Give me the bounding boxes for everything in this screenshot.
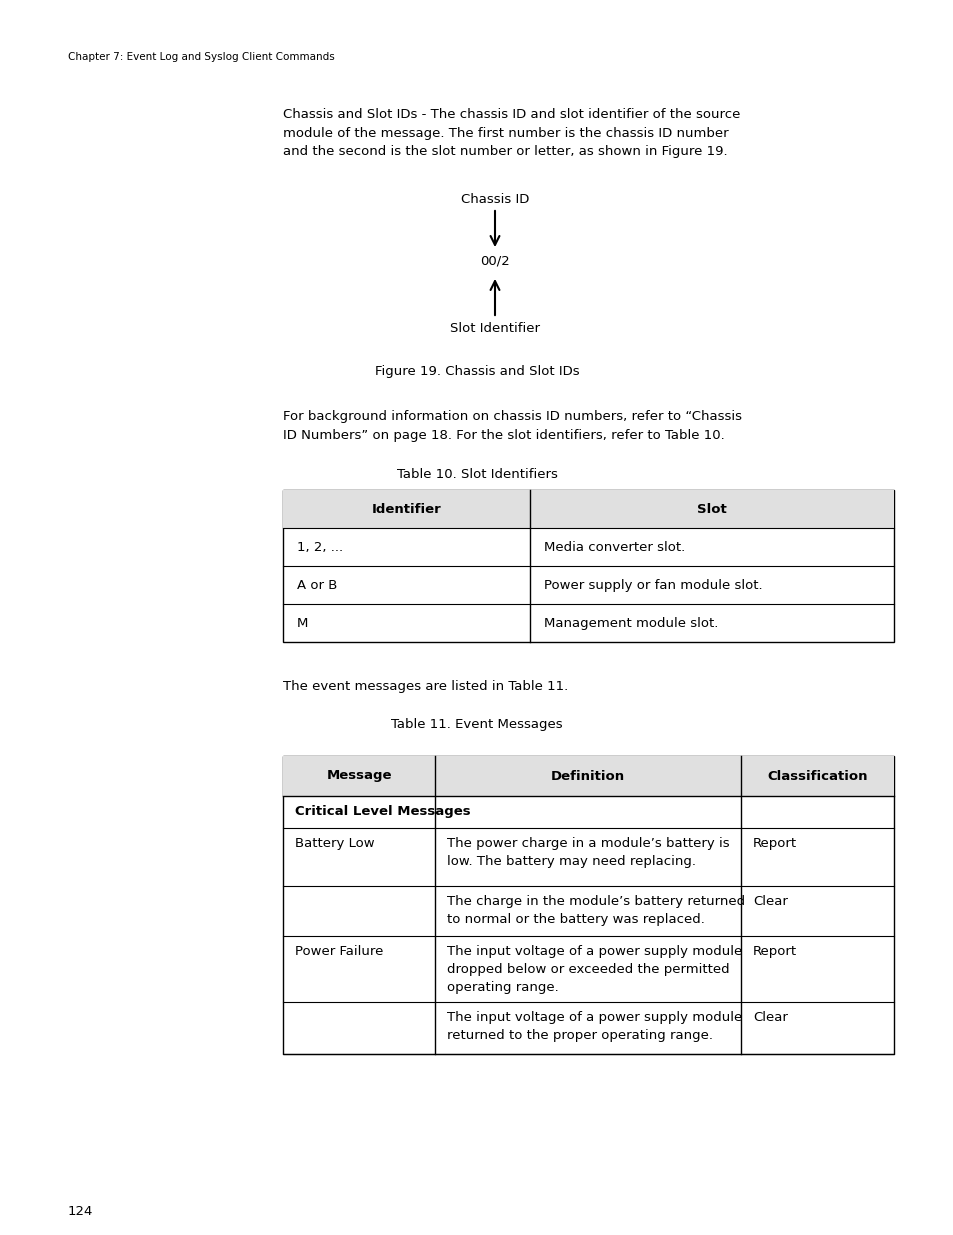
Text: Media converter slot.: Media converter slot. <box>543 541 684 553</box>
Text: Definition: Definition <box>551 769 624 783</box>
Text: Chassis ID: Chassis ID <box>460 193 529 206</box>
Text: Message: Message <box>326 769 392 783</box>
Text: Power supply or fan module slot.: Power supply or fan module slot. <box>543 578 761 592</box>
Text: 1, 2, ...: 1, 2, ... <box>296 541 343 553</box>
Text: Figure 19. Chassis and Slot IDs: Figure 19. Chassis and Slot IDs <box>375 366 578 378</box>
Text: Power Failure: Power Failure <box>294 945 383 958</box>
Text: The input voltage of a power supply module
dropped below or exceeded the permitt: The input voltage of a power supply modu… <box>447 945 741 994</box>
Text: Battery Low: Battery Low <box>294 837 375 850</box>
Text: Table 10. Slot Identifiers: Table 10. Slot Identifiers <box>396 468 557 480</box>
Bar <box>283 490 893 642</box>
Text: M: M <box>296 616 308 630</box>
Text: The charge in the module’s battery returned
to normal or the battery was replace: The charge in the module’s battery retur… <box>447 895 744 926</box>
Text: The power charge in a module’s battery is
low. The battery may need replacing.: The power charge in a module’s battery i… <box>447 837 729 868</box>
Text: Critical Level Messages: Critical Level Messages <box>294 805 470 819</box>
Text: Classification: Classification <box>766 769 867 783</box>
Text: Clear: Clear <box>752 895 787 908</box>
Text: Report: Report <box>752 945 797 958</box>
Text: Management module slot.: Management module slot. <box>543 616 718 630</box>
Text: Identifier: Identifier <box>372 503 441 515</box>
Text: For background information on chassis ID numbers, refer to “Chassis
ID Numbers” : For background information on chassis ID… <box>283 410 741 441</box>
Text: 124: 124 <box>68 1205 93 1218</box>
Text: Report: Report <box>752 837 797 850</box>
Text: 00/2: 00/2 <box>479 254 509 267</box>
Text: Chassis and Slot IDs - The chassis ID and slot identifier of the source
module o: Chassis and Slot IDs - The chassis ID an… <box>283 107 740 158</box>
Text: Slot Identifier: Slot Identifier <box>450 322 539 335</box>
Text: A or B: A or B <box>296 578 337 592</box>
Text: The input voltage of a power supply module
returned to the proper operating rang: The input voltage of a power supply modu… <box>447 1011 741 1042</box>
Bar <box>283 490 893 529</box>
Bar <box>283 756 893 797</box>
Text: Chapter 7: Event Log and Syslog Client Commands: Chapter 7: Event Log and Syslog Client C… <box>68 52 335 62</box>
Text: Table 11. Event Messages: Table 11. Event Messages <box>391 718 562 731</box>
Text: Slot: Slot <box>697 503 726 515</box>
Text: The event messages are listed in Table 11.: The event messages are listed in Table 1… <box>283 680 568 693</box>
Text: Clear: Clear <box>752 1011 787 1024</box>
Bar <box>283 756 893 1053</box>
